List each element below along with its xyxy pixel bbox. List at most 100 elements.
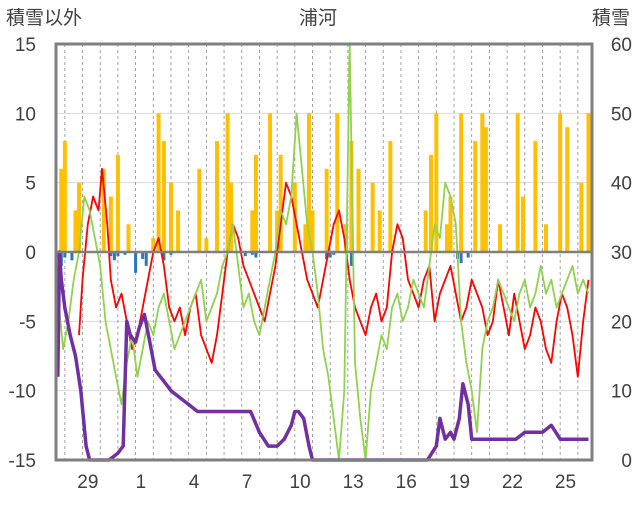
snow-depth-line — [56, 250, 589, 462]
y-right-tick-label: 40 — [611, 174, 632, 195]
sunshine-bar — [243, 252, 247, 257]
precip-bar — [214, 141, 219, 252]
sunshine-bar — [328, 252, 332, 258]
right-axis-label: 積雪 — [592, 7, 630, 29]
precip-bar — [126, 224, 131, 252]
precip-bar — [176, 210, 181, 252]
y-left-tick-label: -10 — [9, 382, 36, 403]
precip-bar — [324, 168, 329, 252]
x-tick-label: 16 — [396, 472, 417, 493]
precip-bar — [59, 168, 64, 252]
precip-bar — [370, 182, 375, 252]
precip-bar — [253, 154, 258, 252]
y-left-tick-label: -5 — [19, 312, 36, 333]
precip-bar — [565, 127, 570, 252]
x-tick-label: 4 — [189, 472, 200, 493]
precip-bar — [544, 224, 549, 252]
precip-bar — [533, 141, 538, 252]
precip-bar — [250, 210, 255, 252]
precip-bar — [483, 127, 488, 252]
precip-bar — [278, 154, 283, 252]
precip-bar — [448, 196, 453, 252]
precip-bar — [356, 168, 361, 252]
sunshine-bar — [63, 252, 67, 258]
sunshine-bar — [250, 252, 254, 255]
precip-bar — [586, 113, 591, 252]
precip-bar — [161, 141, 166, 252]
y-right-tick-label: 50 — [611, 104, 632, 125]
precip-bar — [459, 113, 464, 252]
sunshine-bar — [123, 252, 127, 255]
sunshine-bar — [116, 252, 120, 257]
precip-bar — [335, 113, 340, 252]
precip-bar — [108, 196, 113, 252]
y-left-tick-label: 15 — [15, 35, 36, 56]
y-left-tick-label: 10 — [15, 104, 36, 125]
precip-bar — [156, 113, 161, 252]
precip-bar — [388, 141, 393, 252]
precip-bar — [268, 113, 273, 252]
y-right-tick-label: 0 — [621, 451, 632, 472]
y-right-tick-label: 10 — [611, 382, 632, 403]
precip-bar — [429, 154, 434, 252]
y-left-tick-label: 5 — [25, 174, 36, 195]
x-tick-label: 25 — [555, 472, 576, 493]
x-tick-label: 1 — [136, 472, 147, 493]
sunshine-bar — [459, 252, 463, 264]
max-temp-line — [78, 167, 590, 378]
axes-layer: 浦河 積雪以外 積雪 151050-5-10-15605040302010029… — [6, 7, 632, 493]
precip-bar — [76, 182, 81, 252]
precip-bar — [579, 182, 584, 252]
precip-bar — [275, 210, 280, 252]
precip-bar — [498, 224, 503, 252]
x-tick-label: 7 — [242, 472, 253, 493]
lines-layer — [56, 43, 590, 462]
precip-bar — [521, 196, 526, 252]
y-left-tick-label: -15 — [9, 451, 36, 472]
sunshine-bar — [134, 252, 138, 273]
x-tick-label: 29 — [77, 472, 98, 493]
sunshine-bar — [144, 252, 148, 266]
x-tick-label: 19 — [449, 472, 470, 493]
precip-bar — [229, 182, 234, 252]
sunshine-bar — [349, 252, 353, 266]
precip-bar — [473, 141, 478, 252]
left-axis-label: 積雪以外 — [6, 7, 82, 29]
precip-bar — [151, 238, 156, 252]
precip-bar — [73, 210, 78, 252]
precip-bar — [444, 224, 449, 252]
precip-bar — [225, 113, 230, 252]
precip-bar — [115, 154, 120, 252]
precip-bar — [197, 168, 202, 252]
precip-bar — [423, 210, 428, 252]
y-left-tick-label: 0 — [25, 243, 36, 264]
precip-bar — [306, 113, 311, 252]
x-tick-label: 22 — [502, 472, 523, 493]
sunshine-bar — [109, 252, 113, 257]
precip-bar — [480, 113, 485, 252]
sunshine-bar — [70, 252, 74, 261]
sunshine-bar — [332, 252, 336, 255]
sunshine-bar — [325, 252, 329, 259]
sunshine-bar — [466, 252, 470, 258]
sunshine-bar — [254, 252, 258, 258]
sunshine-bar — [169, 252, 173, 255]
precip-bar — [515, 113, 520, 252]
x-tick-label: 10 — [290, 472, 311, 493]
y-right-tick-label: 60 — [611, 35, 632, 56]
sunshine-bar — [141, 252, 145, 259]
plot-frame — [54, 42, 594, 462]
y-right-tick-label: 20 — [611, 312, 632, 333]
sunshine-bar — [162, 252, 166, 261]
precip-bar — [303, 224, 308, 252]
precip-bar — [558, 113, 563, 252]
precip-bar — [310, 210, 315, 252]
precip-bar — [434, 113, 439, 252]
precip-bar — [62, 141, 67, 252]
x-tick-label: 13 — [343, 472, 364, 493]
chart-title: 浦河 — [299, 7, 337, 29]
y-right-tick-label: 30 — [611, 243, 632, 264]
